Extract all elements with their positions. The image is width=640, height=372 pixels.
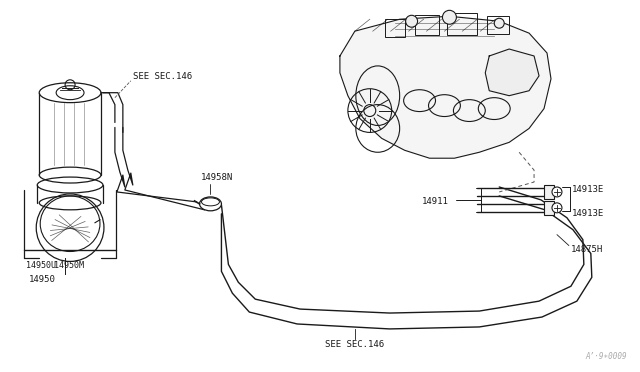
Ellipse shape: [200, 197, 221, 211]
Text: 14875H: 14875H: [571, 245, 603, 254]
Text: SEE SEC.146: SEE SEC.146: [325, 340, 384, 349]
Text: SEE SEC.146: SEE SEC.146: [133, 72, 192, 81]
Bar: [447, 13, 477, 35]
Bar: [544, 201, 554, 215]
Circle shape: [552, 187, 562, 197]
Bar: [487, 16, 509, 34]
Text: 14911: 14911: [422, 198, 449, 206]
Circle shape: [552, 203, 562, 213]
Text: 14913E: 14913E: [572, 209, 604, 218]
Circle shape: [406, 15, 417, 27]
Text: A’·9∗0009: A’·9∗0009: [585, 352, 627, 361]
Bar: [415, 15, 440, 35]
Polygon shape: [485, 49, 539, 96]
Polygon shape: [340, 16, 551, 158]
Text: 14950U: 14950U: [26, 262, 56, 270]
Bar: [544, 185, 554, 199]
Circle shape: [442, 10, 456, 24]
Circle shape: [494, 18, 504, 28]
Bar: [385, 19, 404, 37]
Text: 14950: 14950: [29, 275, 56, 284]
Text: 14958N: 14958N: [200, 173, 233, 182]
Text: 14950M: 14950M: [54, 262, 84, 270]
Text: 14913E: 14913E: [572, 186, 604, 195]
